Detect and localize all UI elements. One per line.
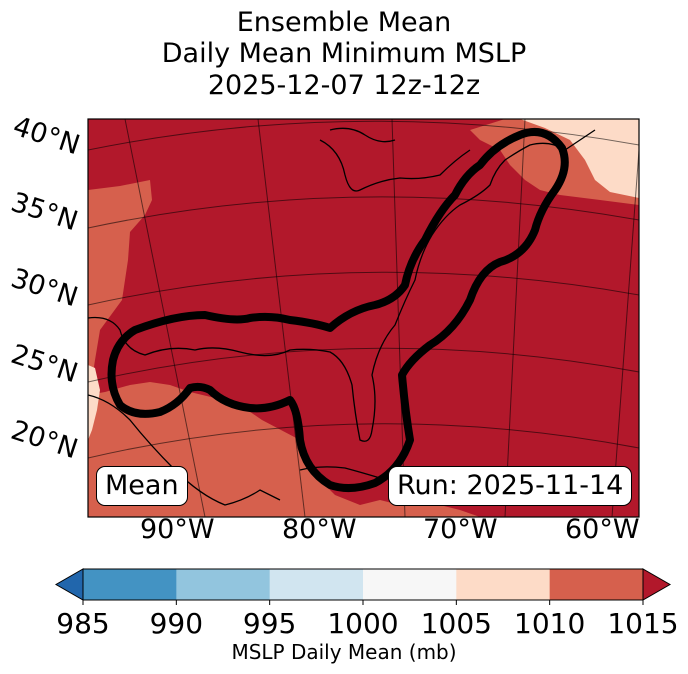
pressure-contour	[107, 128, 569, 492]
map-frame	[87, 118, 640, 518]
colorbar-bin	[363, 569, 457, 600]
coastlines	[88, 127, 596, 506]
colorbar-tick-label: 1000	[327, 607, 399, 640]
colorbar-bin	[176, 569, 271, 600]
pressure-field-northeast-light	[520, 119, 639, 198]
colorbar-extend-high	[642, 568, 672, 601]
colorbar-tick-label: 995	[242, 607, 297, 640]
lon-label-60w: 60°W	[565, 514, 640, 545]
lon-label-70w: 70°W	[423, 514, 498, 545]
title-line-1: Ensemble Mean	[236, 7, 452, 38]
colorbar	[54, 568, 672, 605]
colorbar-extend-low	[54, 568, 84, 601]
pressure-field-west	[88, 180, 152, 380]
colorbar-tick-label: 1005	[420, 607, 492, 640]
mean-label-box: Mean	[96, 466, 188, 506]
colorbar-tick-label: 1015	[607, 607, 679, 640]
colorbar-bin	[269, 569, 364, 600]
title-line-2: Daily Mean Minimum MSLP	[161, 38, 527, 69]
pressure-field-west-light	[88, 365, 100, 440]
colorbar-bin	[83, 569, 177, 600]
colorbar-tick-label: 1010	[514, 607, 586, 640]
colorbar-tick-label: 985	[56, 607, 110, 640]
colorbar-bin	[456, 569, 551, 600]
colorbar-label: MSLP Daily Mean (mb)	[231, 640, 457, 664]
map-panel	[88, 119, 639, 517]
colorbar-bin	[549, 569, 644, 600]
run-date-label-box: Run: 2025-11-14	[388, 466, 633, 506]
colorbar-tick-label: 990	[149, 607, 204, 640]
lon-label-90w: 90°W	[140, 514, 215, 545]
title-line-3: 2025-12-07 12z-12z	[207, 70, 481, 101]
lon-label-80w: 80°W	[282, 514, 357, 545]
